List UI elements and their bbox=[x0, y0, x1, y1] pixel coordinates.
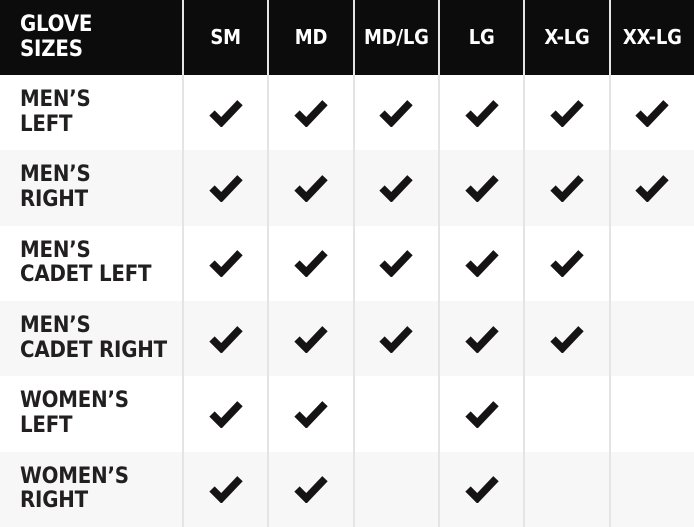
check-icon bbox=[294, 250, 328, 278]
row-label-text: MEN’S RIGHT bbox=[20, 162, 91, 212]
check-icon bbox=[294, 175, 328, 202]
column-header-label: XX-LG bbox=[622, 25, 682, 50]
column-header-label: LG bbox=[468, 25, 495, 50]
column-header-label: SM bbox=[210, 25, 241, 50]
check-cell bbox=[267, 376, 353, 452]
check-cell bbox=[608, 225, 694, 301]
check-icon bbox=[294, 476, 328, 504]
column-header-mdlg: MD/LG bbox=[352, 0, 438, 75]
check-icon bbox=[550, 99, 584, 127]
row-label-text: MEN’S CADET RIGHT bbox=[20, 313, 167, 363]
check-icon bbox=[465, 175, 499, 202]
row-label-mens-left: MEN’S LEFT bbox=[0, 75, 182, 151]
check-icon bbox=[550, 175, 584, 202]
check-cell bbox=[438, 75, 524, 151]
check-cell bbox=[182, 150, 268, 226]
check-cell bbox=[438, 376, 524, 452]
check-cell bbox=[267, 150, 353, 226]
check-icon bbox=[465, 401, 499, 428]
row-label-mens-cadet-left: MEN’S CADET LEFT bbox=[0, 225, 182, 301]
check-icon bbox=[379, 325, 414, 353]
check-icon bbox=[465, 325, 499, 353]
check-cell bbox=[267, 301, 353, 377]
check-icon bbox=[635, 99, 670, 127]
check-cell bbox=[267, 451, 353, 527]
check-icon bbox=[465, 99, 499, 127]
check-cell bbox=[523, 451, 609, 527]
row-label-mens-right: MEN’S RIGHT bbox=[0, 150, 182, 226]
check-cell bbox=[608, 75, 694, 151]
check-cell bbox=[182, 451, 268, 527]
check-cell bbox=[352, 376, 438, 452]
table-title-cell: GLOVE SIZES bbox=[0, 0, 182, 75]
check-cell bbox=[182, 301, 268, 377]
check-icon bbox=[635, 175, 670, 202]
column-header-lg: LG bbox=[438, 0, 524, 75]
check-cell bbox=[608, 376, 694, 452]
row-label-text: MEN’S CADET LEFT bbox=[20, 237, 152, 288]
column-header-md: MD bbox=[267, 0, 353, 75]
check-cell bbox=[352, 225, 438, 301]
check-icon bbox=[550, 250, 584, 278]
check-cell bbox=[352, 150, 438, 226]
check-icon bbox=[379, 250, 414, 278]
check-cell bbox=[352, 451, 438, 527]
check-icon bbox=[209, 250, 243, 278]
check-cell bbox=[608, 301, 694, 377]
row-label-text: WOMEN’S RIGHT bbox=[20, 463, 129, 514]
column-header-sm: SM bbox=[182, 0, 268, 75]
check-cell bbox=[608, 451, 694, 527]
check-cell bbox=[182, 376, 268, 452]
check-cell bbox=[608, 150, 694, 226]
check-cell bbox=[438, 301, 524, 377]
row-label-womens-right: WOMEN’S RIGHT bbox=[0, 451, 182, 527]
check-cell bbox=[182, 75, 268, 151]
check-icon bbox=[550, 325, 584, 353]
check-icon bbox=[209, 325, 243, 353]
row-label-text: WOMEN’S LEFT bbox=[20, 388, 129, 438]
check-icon bbox=[209, 99, 243, 127]
check-icon bbox=[209, 401, 243, 428]
column-header-label: MD/LG bbox=[364, 25, 429, 50]
check-cell bbox=[267, 225, 353, 301]
check-cell bbox=[182, 225, 268, 301]
column-header-xxlg: XX-LG bbox=[608, 0, 694, 75]
check-icon bbox=[209, 476, 243, 504]
row-label-womens-left: WOMEN’S LEFT bbox=[0, 376, 182, 452]
check-icon bbox=[209, 175, 243, 202]
check-icon bbox=[379, 175, 414, 202]
check-cell bbox=[523, 225, 609, 301]
check-cell bbox=[352, 301, 438, 377]
check-cell bbox=[438, 150, 524, 226]
column-header-xlg: X-LG bbox=[523, 0, 609, 75]
check-cell bbox=[523, 75, 609, 151]
check-icon bbox=[465, 476, 499, 504]
column-header-label: X-LG bbox=[544, 25, 590, 50]
check-icon bbox=[294, 401, 328, 428]
check-cell bbox=[523, 301, 609, 377]
check-cell bbox=[438, 451, 524, 527]
row-label-text: MEN’S LEFT bbox=[20, 87, 91, 137]
check-cell bbox=[523, 150, 609, 226]
table-title: GLOVE SIZES bbox=[20, 11, 93, 62]
check-icon bbox=[379, 99, 414, 127]
check-cell bbox=[438, 225, 524, 301]
check-cell bbox=[352, 75, 438, 151]
row-label-mens-cadet-right: MEN’S CADET RIGHT bbox=[0, 301, 182, 377]
check-icon bbox=[294, 99, 328, 127]
check-icon bbox=[294, 325, 328, 353]
check-cell bbox=[523, 376, 609, 452]
check-cell bbox=[267, 75, 353, 151]
check-icon bbox=[465, 250, 499, 278]
column-header-label: MD bbox=[294, 25, 328, 50]
